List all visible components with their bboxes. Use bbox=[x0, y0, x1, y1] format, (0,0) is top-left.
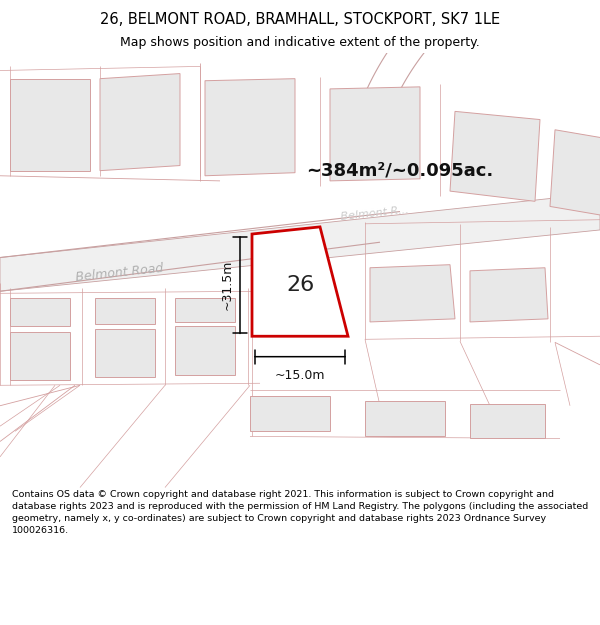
Polygon shape bbox=[470, 268, 548, 322]
Polygon shape bbox=[0, 193, 600, 291]
Text: Map shows position and indicative extent of the property.: Map shows position and indicative extent… bbox=[120, 36, 480, 49]
Polygon shape bbox=[100, 74, 180, 171]
Polygon shape bbox=[550, 130, 600, 217]
Polygon shape bbox=[10, 79, 90, 171]
Polygon shape bbox=[95, 329, 155, 377]
Text: Belmont R...: Belmont R... bbox=[340, 205, 409, 222]
Polygon shape bbox=[252, 227, 348, 336]
Polygon shape bbox=[470, 404, 545, 439]
Text: ~31.5m: ~31.5m bbox=[221, 260, 234, 311]
Polygon shape bbox=[250, 396, 330, 431]
Polygon shape bbox=[365, 401, 445, 436]
Text: 26, BELMONT ROAD, BRAMHALL, STOCKPORT, SK7 1LE: 26, BELMONT ROAD, BRAMHALL, STOCKPORT, S… bbox=[100, 12, 500, 27]
Text: Belmont Road: Belmont Road bbox=[75, 262, 164, 284]
Polygon shape bbox=[10, 332, 70, 380]
Polygon shape bbox=[205, 79, 295, 176]
Polygon shape bbox=[258, 253, 310, 314]
Polygon shape bbox=[175, 326, 235, 375]
Text: ~15.0m: ~15.0m bbox=[275, 369, 325, 382]
Text: ~384m²/~0.095ac.: ~384m²/~0.095ac. bbox=[307, 162, 494, 179]
Polygon shape bbox=[10, 298, 70, 326]
Polygon shape bbox=[175, 298, 235, 322]
Text: Contains OS data © Crown copyright and database right 2021. This information is : Contains OS data © Crown copyright and d… bbox=[12, 490, 588, 534]
Polygon shape bbox=[450, 111, 540, 201]
Polygon shape bbox=[95, 298, 155, 324]
Text: 26: 26 bbox=[286, 275, 314, 295]
Polygon shape bbox=[370, 265, 455, 322]
Polygon shape bbox=[330, 87, 420, 181]
